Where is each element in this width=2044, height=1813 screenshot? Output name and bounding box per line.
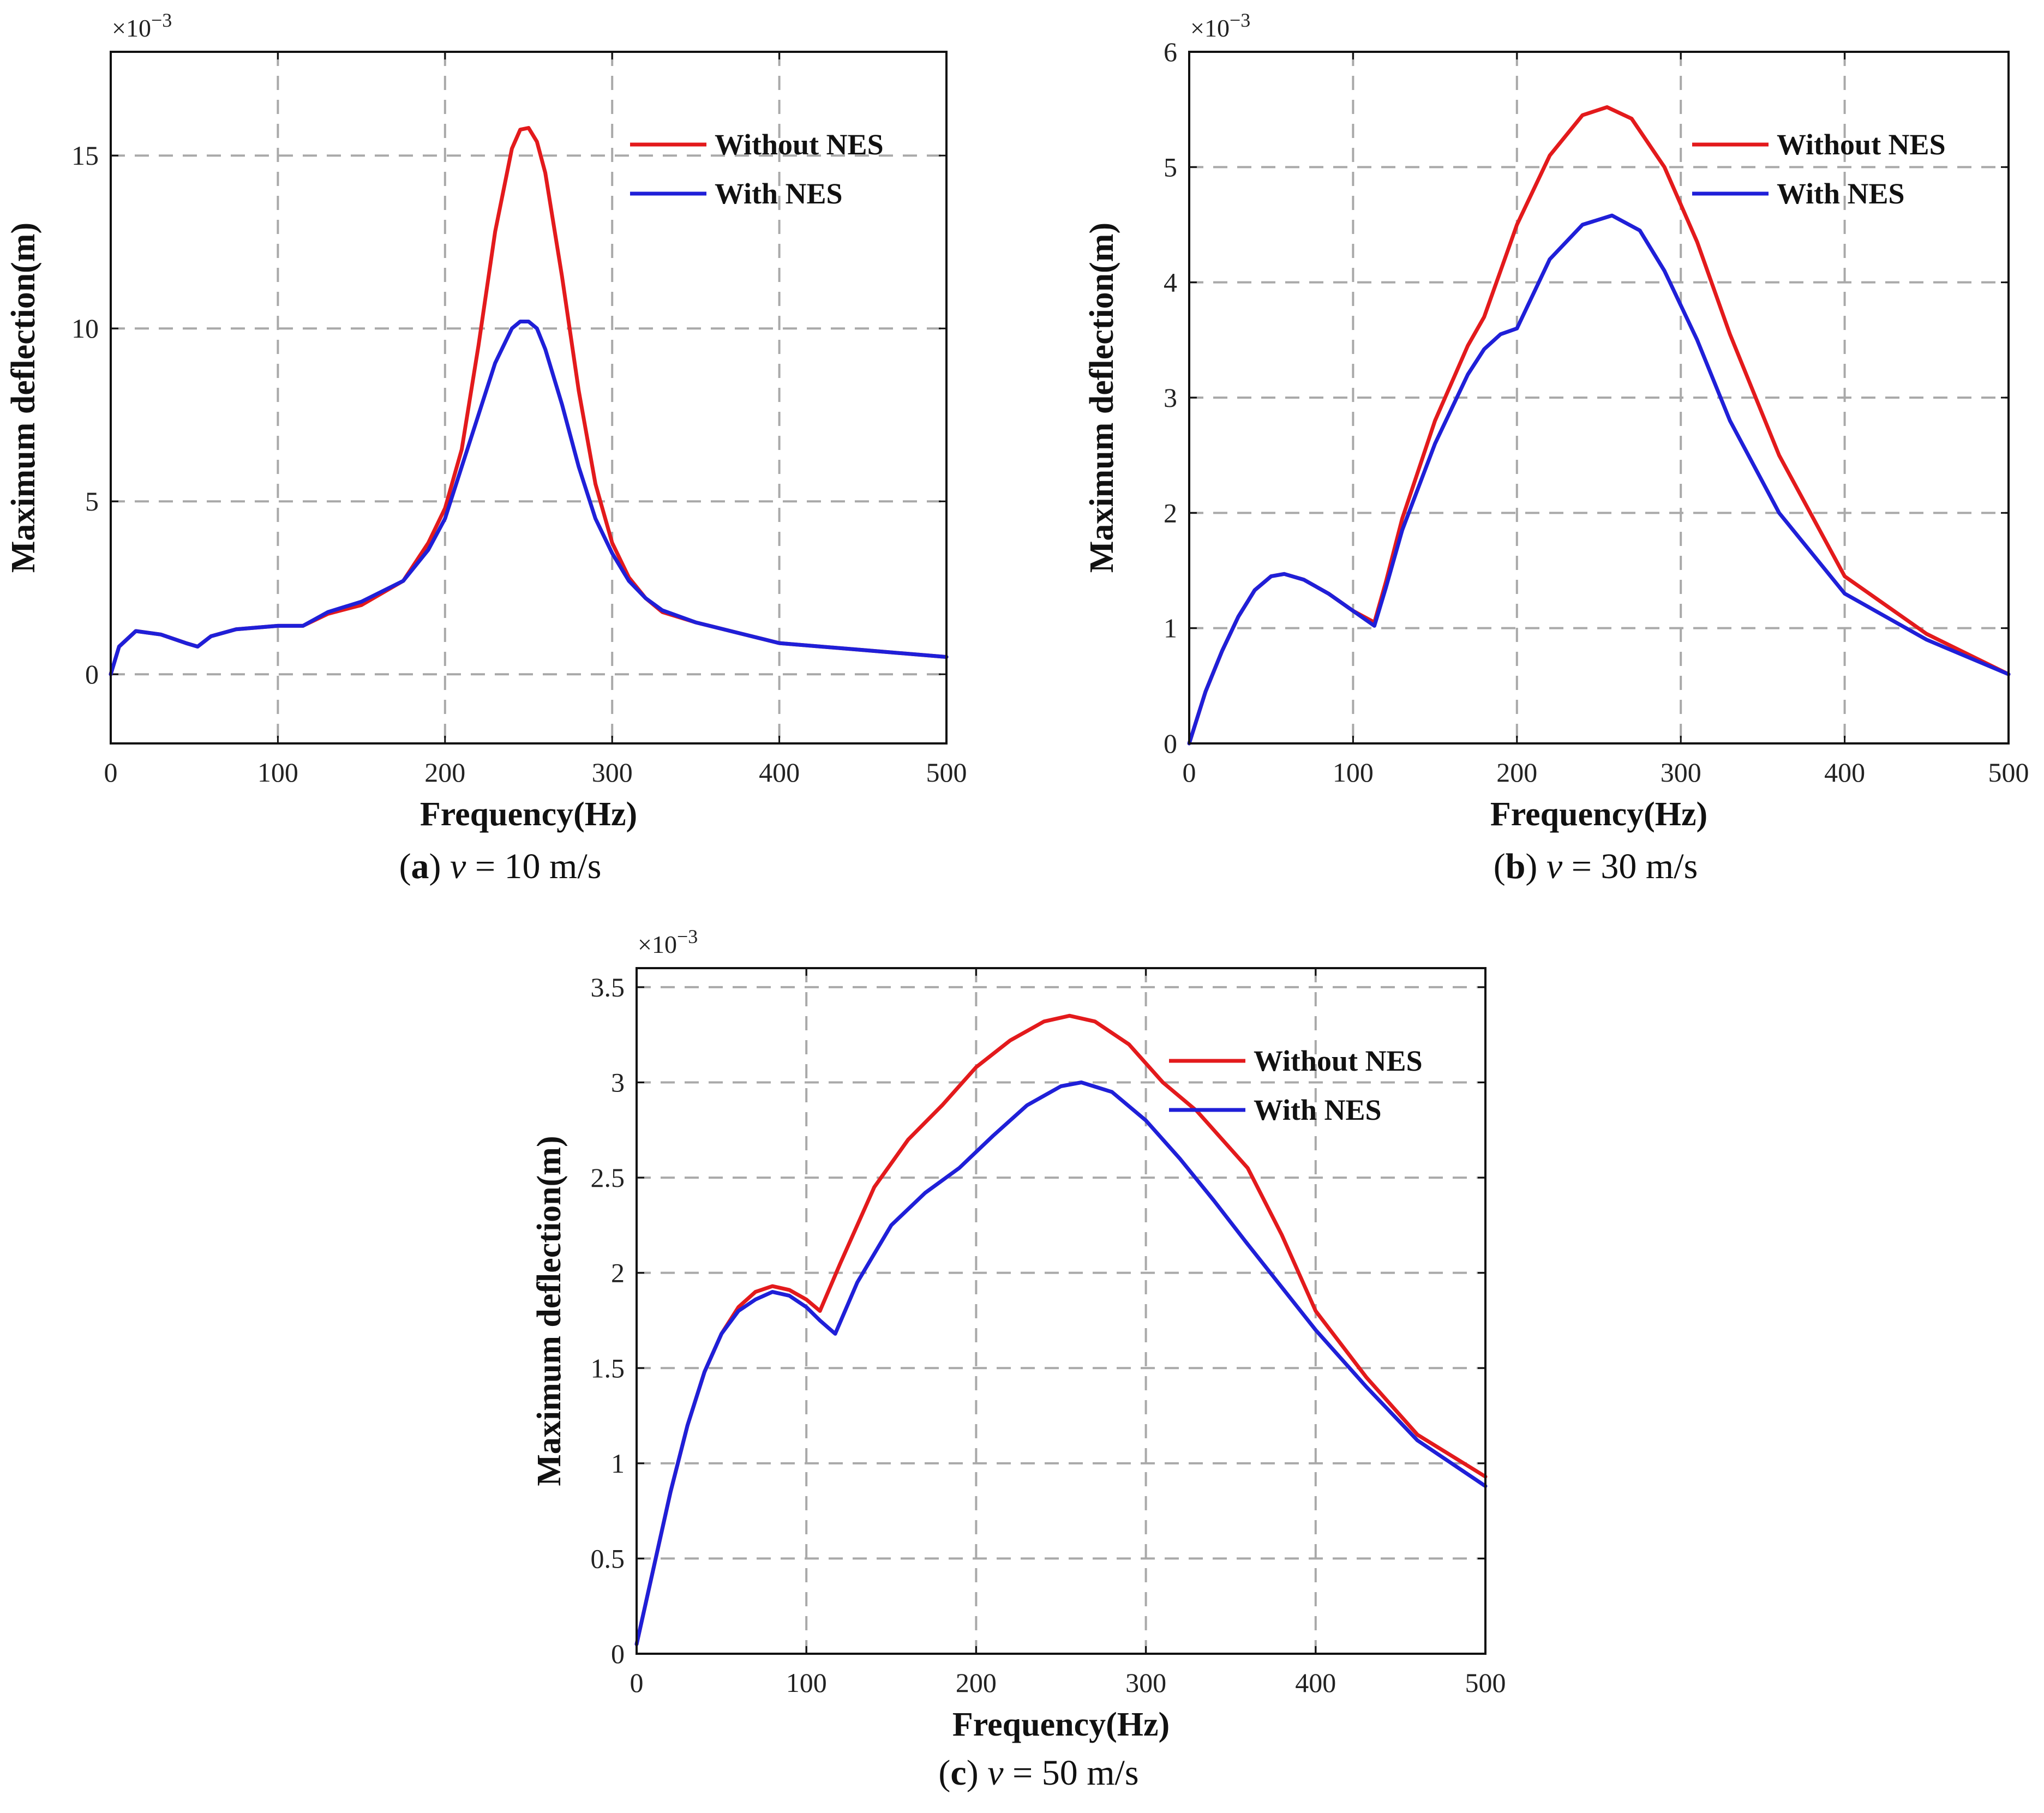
plot-frame	[110, 51, 948, 745]
y-tick-label: 5	[1164, 152, 1177, 182]
x-tick-label: 300	[1661, 757, 1701, 788]
y-tick-label: 1	[611, 1448, 625, 1479]
y-tick-label: 15	[71, 140, 99, 171]
plot-frame	[636, 967, 1486, 1655]
y-tick-label: 1.5	[591, 1353, 625, 1383]
legend-label: With NES	[715, 177, 843, 210]
axis-multiplier: ×10−3	[1190, 9, 1250, 42]
x-tick-label: 0	[630, 1667, 644, 1698]
x-tick-label: 400	[1295, 1667, 1336, 1698]
panel-caption: (b) v = 30 m/s	[1494, 847, 1698, 886]
x-axis-label: Frequency(Hz)	[952, 1706, 1170, 1743]
x-tick-label: 300	[1125, 1667, 1166, 1698]
y-axis-label: Maximum deflection(m)	[531, 1136, 568, 1486]
y-tick-label: 5	[85, 486, 99, 517]
y-tick-label: 0	[85, 659, 99, 689]
x-tick-label: 0	[1183, 757, 1196, 788]
x-tick-label: 200	[424, 757, 465, 788]
x-tick-label: 500	[1465, 1667, 1506, 1698]
x-tick-label: 100	[1333, 757, 1374, 788]
y-axis-label: Maximum deflection(m)	[5, 223, 42, 573]
y-tick-label: 0.5	[591, 1543, 625, 1574]
axis-multiplier: ×10−3	[112, 9, 172, 42]
series-line-with-nes	[634, 1080, 1488, 1646]
y-tick-label: 2	[611, 1258, 625, 1288]
axis-multiplier: ×10−3	[638, 926, 698, 958]
y-tick-label: 0	[611, 1638, 625, 1669]
x-tick-label: 200	[1496, 757, 1537, 788]
x-tick-label: 400	[759, 757, 800, 788]
series-line-with-nes	[109, 320, 949, 676]
panel-caption: (a) v = 10 m/s	[399, 847, 602, 886]
x-axis-label: Frequency(Hz)	[420, 796, 637, 833]
y-tick-label: 2	[1164, 497, 1177, 528]
x-tick-label: 500	[926, 757, 967, 788]
y-axis-label: Maximum deflection(m)	[1083, 223, 1120, 573]
panel-caption: (c) v = 50 m/s	[938, 1753, 1138, 1793]
legend-label: Without NES	[1777, 128, 1946, 161]
x-tick-label: 300	[592, 757, 633, 788]
y-tick-label: 4	[1164, 267, 1177, 298]
y-tick-label: 1	[1164, 613, 1177, 644]
y-tick-label: 2.5	[591, 1162, 625, 1193]
x-tick-label: 100	[257, 757, 298, 788]
y-tick-label: 3	[1164, 382, 1177, 413]
chart-panel-1: 0 100 200 300 400 500 0 5 10 15 ×10−3 Frequency(Hz)…	[5, 9, 967, 886]
chart-panel-3: 0 100 200 300 400 500 0 0.5 1 1.5 2 2.5 3 3.5 ×10−3 Fre…	[531, 926, 1506, 1793]
x-tick-label: 100	[786, 1667, 827, 1698]
y-tick-label: 0	[1164, 728, 1177, 759]
y-tick-label: 3	[611, 1067, 625, 1098]
legend-label: Without NES	[715, 128, 884, 161]
legend-label: With NES	[1254, 1094, 1382, 1126]
y-tick-label: 10	[71, 313, 99, 344]
x-axis-label: Frequency(Hz)	[1490, 796, 1707, 833]
legend-label: Without NES	[1254, 1044, 1423, 1077]
chart-panel-2: 0 100 200 300 400 500 0 1 2 3 4 5 6 ×10−3 Frequency(Hz…	[1083, 9, 2029, 886]
x-tick-label: 200	[956, 1667, 997, 1698]
x-tick-label: 0	[104, 757, 118, 788]
x-tick-label: 500	[1988, 757, 2029, 788]
series-line-with-nes	[1187, 213, 2011, 746]
plot-frame	[1188, 51, 2010, 745]
y-tick-label: 3.5	[591, 972, 625, 1002]
x-tick-label: 400	[1824, 757, 1865, 788]
legend-label: With NES	[1777, 177, 1905, 210]
y-tick-label: 6	[1164, 37, 1177, 67]
